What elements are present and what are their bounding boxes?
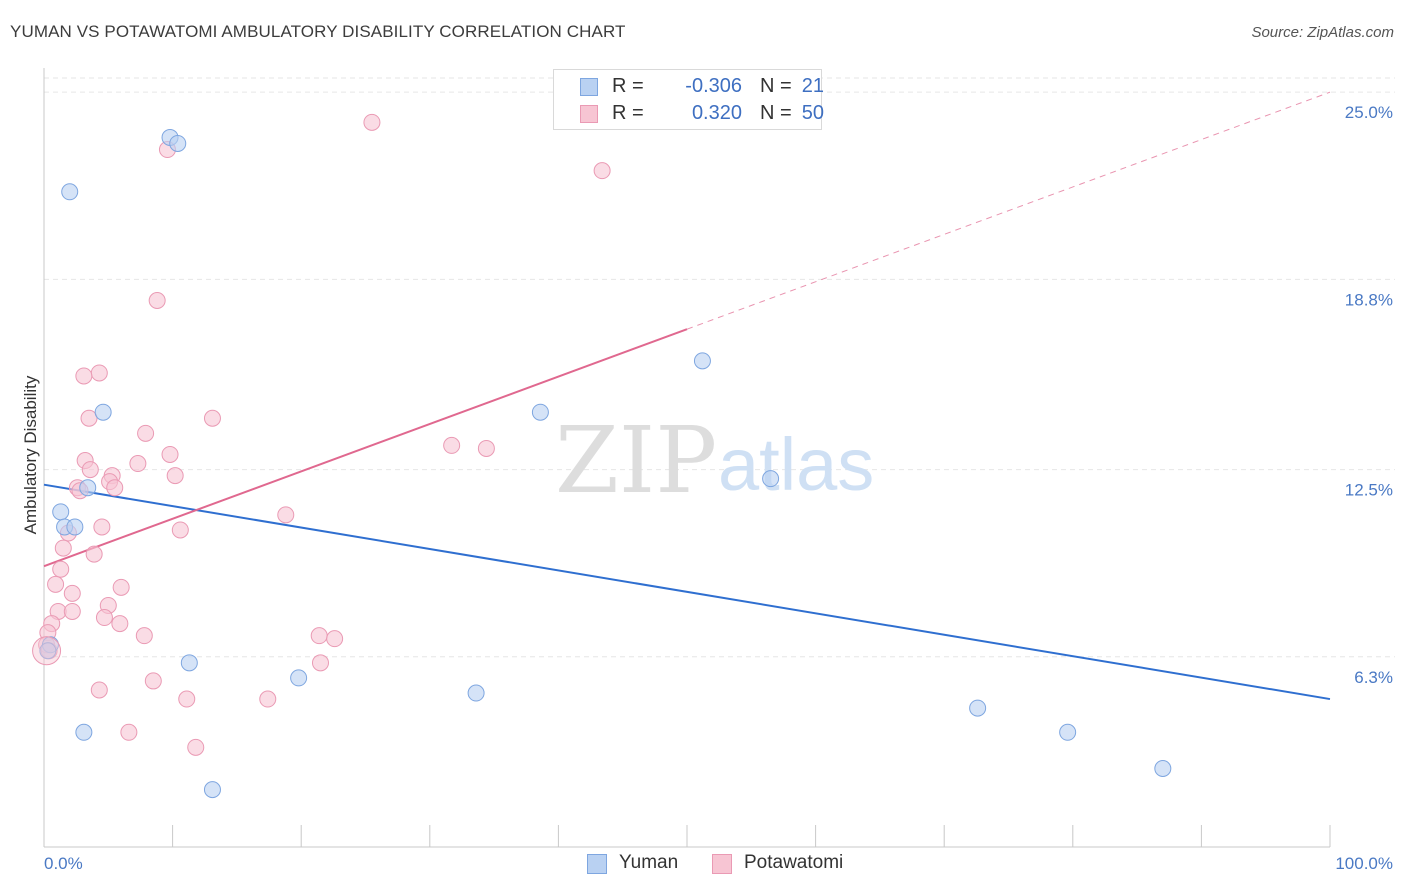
yuman-point [1154, 759, 1172, 777]
potawatomi-point [277, 506, 295, 524]
x-tick-label: 100.0% [1335, 854, 1393, 873]
legend-label: Yuman [619, 852, 679, 873]
yuman-point [52, 503, 70, 521]
potawatomi-point [137, 424, 155, 442]
potawatomi-point [144, 672, 162, 690]
y-tick-label: 18.8% [1345, 290, 1393, 309]
yuman-swatch [587, 854, 607, 874]
watermark-zip: ZIP [555, 407, 717, 514]
potawatomi-point [63, 602, 81, 620]
stats-legend: R = -0.306 N = 21 R = 0.320 N = 50 [553, 69, 824, 130]
potawatomi-cluster-point [32, 636, 62, 666]
potawatomi-point [90, 681, 108, 699]
yuman-point [75, 723, 93, 741]
yuman-point [762, 470, 780, 488]
potawatomi-point [95, 609, 113, 627]
r-value: -0.306 [685, 75, 742, 97]
yuman-point [290, 669, 308, 687]
potawatomi-point [112, 578, 130, 596]
potawatomi-trend-extension [686, 91, 1331, 330]
potawatomi-point [129, 455, 147, 473]
yuman-point [169, 134, 187, 152]
yuman-point [203, 781, 221, 799]
r-label: R = [612, 102, 644, 124]
potawatomi-point [259, 690, 277, 708]
legend-label: Potawatomi [744, 852, 844, 873]
potawatomi-point [81, 461, 99, 479]
tick-labels: 6.3% 12.5% 18.8% 25.0% 0.0% 100.0% [44, 103, 1393, 873]
potawatomi-point [477, 439, 495, 457]
potawatomi-point [106, 479, 124, 497]
potawatomi-point [93, 518, 111, 536]
potawatomi-point [187, 738, 205, 756]
y-tick-label: 6.3% [1354, 668, 1393, 687]
yuman-point [94, 403, 112, 421]
trend-lines [43, 91, 1331, 701]
potawatomi-point [166, 467, 184, 485]
potawatomi-point [120, 723, 138, 741]
potawatomi-point [310, 627, 328, 645]
watermark: ZIP atlas [555, 407, 874, 514]
potawatomi-point [363, 113, 381, 131]
y-tick-label: 25.0% [1345, 103, 1393, 122]
potawatomi-point [311, 654, 329, 672]
axes [43, 68, 1331, 848]
chart-title: YUMAN VS POTAWATOMI AMBULATORY DISABILIT… [10, 22, 626, 41]
n-value: 50 [801, 102, 824, 124]
source-credit: Source: ZipAtlas.com [1251, 24, 1394, 41]
yuman-point [1059, 723, 1077, 741]
potawatomi-point [443, 436, 461, 454]
potawatomi-point [47, 575, 65, 593]
potawatomi-point [63, 584, 81, 602]
potawatomi-point [75, 367, 93, 385]
yuman-point [467, 684, 485, 702]
r-label: R = [612, 75, 644, 97]
potawatomi-point [85, 545, 103, 563]
potawatomi-point [593, 162, 611, 180]
y-tick-label: 12.5% [1345, 481, 1393, 500]
n-label: N = [760, 102, 792, 124]
yuman-point [61, 183, 79, 201]
n-value: 21 [801, 75, 824, 97]
potawatomi-point [52, 560, 70, 578]
potawatomi-point [326, 630, 344, 648]
potawatomi-point [54, 539, 72, 557]
potawatomi-point [171, 521, 189, 539]
x-tick-label: 0.0% [44, 854, 83, 873]
potawatomi-trend-line [43, 328, 688, 568]
gridlines [44, 77, 1395, 658]
potawatomi-point [203, 409, 221, 427]
n-label: N = [760, 75, 792, 97]
yuman-trend-line [43, 483, 1331, 701]
yuman-point [79, 479, 97, 497]
yuman-point [66, 518, 84, 536]
potawatomi-point [80, 409, 98, 427]
yuman-point [180, 654, 198, 672]
yuman-point [693, 352, 711, 370]
potawatomi-swatch [580, 105, 598, 123]
potawatomi-point [148, 291, 166, 309]
potawatomi-point [111, 615, 129, 633]
potawatomi-swatch [712, 854, 732, 874]
y-axis-title: Ambulatory Disability [21, 375, 40, 534]
potawatomi-point [161, 445, 179, 463]
watermark-atlas: atlas [718, 423, 874, 506]
data-points [32, 113, 1172, 799]
potawatomi-point [90, 364, 108, 382]
yuman-swatch [580, 78, 598, 96]
potawatomi-point [178, 690, 196, 708]
yuman-point [531, 403, 549, 421]
potawatomi-point [135, 627, 153, 645]
yuman-point [969, 699, 987, 717]
yuman-point [39, 642, 57, 660]
r-value: 0.320 [691, 102, 742, 124]
